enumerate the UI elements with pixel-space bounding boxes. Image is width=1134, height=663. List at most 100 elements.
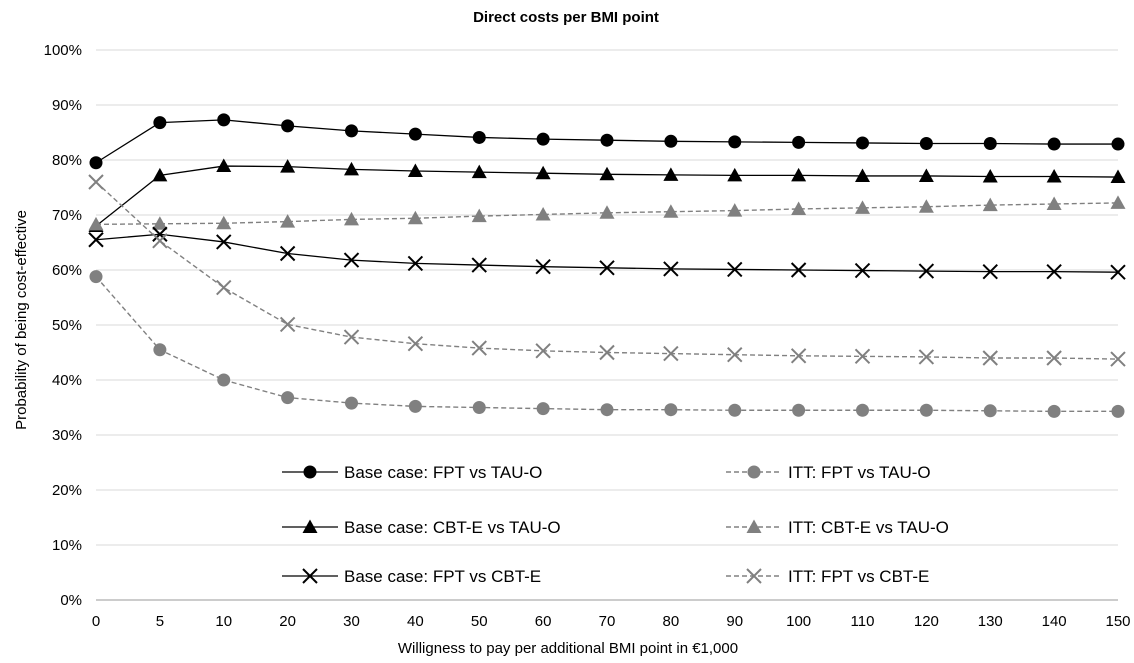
legend-swatch-marker	[746, 568, 762, 584]
data-point	[152, 216, 168, 230]
data-point	[854, 348, 871, 365]
data-point	[89, 156, 103, 170]
x-tick-label: 30	[343, 613, 360, 630]
data-point	[983, 137, 997, 150]
data-point	[152, 226, 168, 242]
data-point	[791, 167, 807, 182]
series-2	[88, 158, 1126, 232]
data-point	[982, 169, 998, 183]
data-point	[407, 335, 424, 352]
y-tick-label: 100%	[44, 42, 82, 59]
data-point	[88, 216, 104, 231]
data-point	[727, 261, 743, 278]
x-tick-label: 60	[535, 613, 552, 630]
data-point	[728, 403, 742, 417]
y-tick-label: 30%	[52, 427, 82, 444]
data-point	[1111, 137, 1125, 151]
data-point	[599, 166, 615, 181]
data-point	[1110, 195, 1126, 209]
data-point	[471, 340, 487, 356]
x-tick-label: 110	[851, 613, 875, 630]
data-point	[216, 234, 232, 250]
x-tick-label: 140	[1042, 613, 1067, 630]
data-point	[472, 401, 486, 414]
data-point	[536, 132, 550, 146]
legend-swatch-marker	[746, 519, 762, 533]
data-point	[471, 257, 487, 273]
legend-label: Base case: CBT-E vs TAU-O	[344, 518, 561, 537]
data-point	[855, 168, 870, 182]
y-axis-label: Probability of being cost-effective	[13, 210, 30, 430]
data-point	[535, 165, 551, 180]
data-point	[663, 345, 679, 362]
legend-swatch-marker	[747, 465, 761, 479]
series-5	[88, 174, 1126, 367]
data-point	[918, 263, 935, 279]
data-point	[281, 391, 295, 405]
data-point	[792, 135, 806, 149]
y-tick-label: 60%	[52, 262, 82, 279]
x-tick-label: 5	[156, 613, 164, 630]
data-point	[88, 232, 104, 248]
data-point	[216, 279, 232, 296]
data-point	[792, 403, 806, 417]
data-point	[407, 255, 424, 272]
data-point	[790, 262, 807, 278]
data-point	[600, 133, 614, 147]
data-point	[345, 124, 358, 138]
data-point	[343, 252, 360, 268]
legend-swatch-marker	[302, 519, 318, 533]
data-point	[535, 343, 551, 359]
x-tick-labels: 0 5 10 20 30 40 50 60 70 80 90 100 110 120 130 140 150	[92, 613, 1131, 630]
data-point	[471, 164, 487, 179]
series-3	[88, 195, 1126, 231]
gridlines	[96, 49, 1118, 601]
legend: Base case: FPT vs TAU-O ITT: FPT vs TAU-O…	[282, 463, 949, 586]
legend-item: Base case: FPT vs TAU-O	[282, 463, 542, 482]
data-point	[599, 260, 615, 276]
data-point	[982, 350, 998, 366]
data-point	[471, 208, 487, 223]
data-point	[1046, 169, 1062, 183]
data-point	[216, 215, 232, 230]
legend-label: Base case: FPT vs CBT-E	[344, 567, 541, 586]
data-point	[535, 206, 551, 221]
data-point	[663, 167, 679, 181]
data-point	[153, 116, 167, 130]
series-0	[89, 113, 1125, 170]
data-point	[153, 343, 167, 357]
data-point	[217, 373, 231, 387]
data-point	[280, 214, 296, 228]
series-1	[89, 270, 1125, 418]
y-tick-label: 10%	[52, 537, 82, 554]
data-point	[727, 167, 743, 182]
legend-item: ITT: FPT vs TAU-O	[726, 463, 931, 482]
data-point	[791, 201, 807, 215]
series-4	[88, 226, 1126, 280]
data-point	[1110, 264, 1126, 280]
data-point	[152, 167, 168, 182]
data-point	[663, 261, 679, 277]
data-point	[599, 205, 615, 219]
data-point	[1047, 137, 1061, 151]
x-tick-label: 150	[1105, 613, 1130, 630]
data-point	[600, 403, 614, 417]
data-point	[727, 346, 743, 363]
data-point	[983, 404, 997, 418]
x-tick-label: 20	[279, 613, 296, 630]
x-tick-label: 80	[663, 613, 680, 630]
data-point	[344, 211, 359, 226]
legend-label: ITT: FPT vs TAU-O	[788, 463, 931, 482]
y-tick-label: 40%	[52, 372, 82, 389]
data-point	[918, 168, 934, 182]
data-point	[856, 403, 869, 417]
data-point	[217, 113, 231, 127]
series-line	[95, 202, 1119, 226]
data-point	[1110, 351, 1126, 367]
data-point	[790, 348, 807, 364]
data-point	[982, 197, 998, 212]
data-point	[89, 270, 103, 284]
x-tick-label: 90	[726, 613, 743, 630]
data-point	[1110, 169, 1126, 184]
